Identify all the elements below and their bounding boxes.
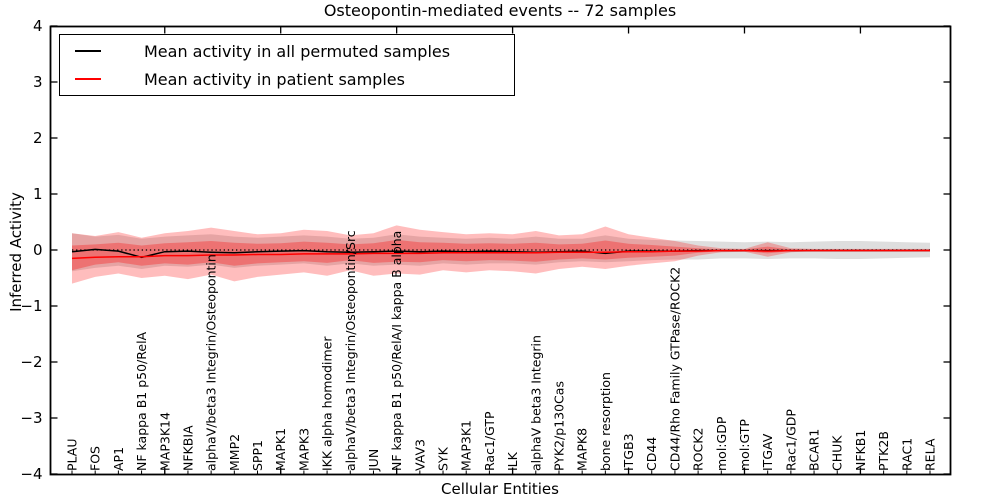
x-tick-label: alphaV/beta3 Integrin/Osteopontin <box>204 254 219 471</box>
x-tick-label: RELA <box>923 438 938 471</box>
x-tick-label: NF kappa B1 p50/RelA <box>134 331 149 471</box>
x-tick-label: ILK <box>505 451 520 471</box>
legend-label-patient: Mean activity in patient samples <box>144 69 405 89</box>
y-axis-label: Inferred Activity <box>7 192 25 312</box>
x-tick-label: FOS <box>88 446 103 471</box>
y-tick-label: −4 <box>20 465 42 483</box>
y-tick-label: −1 <box>20 297 42 315</box>
x-tick-label: MAPK1 <box>273 428 288 471</box>
x-tick-label: PYK2/p130Cas <box>552 381 567 471</box>
x-tick-label: mol:GDP <box>714 416 729 471</box>
x-tick-label: CD44 <box>644 437 659 471</box>
x-tick-label: VAV3 <box>412 439 427 471</box>
x-tick-label: Rac1/GDP <box>783 409 798 471</box>
x-tick-label: CD44/Rho Family GTPase/ROCK2 <box>667 267 682 471</box>
x-tick-label: MAP3K14 <box>157 412 172 471</box>
x-tick-label: bone resorption <box>598 372 613 471</box>
x-tick-label: MAP3K1 <box>459 420 474 471</box>
legend: Mean activity in all permuted samples Me… <box>59 34 515 96</box>
legend-line-patient-icon <box>75 78 101 80</box>
x-tick-label: NF kappa B1 p50/RelA/I kappa B alpha <box>389 231 404 471</box>
x-tick-label: MAPK3 <box>296 428 311 471</box>
x-tick-label: alphaV beta3 Integrin <box>528 335 543 471</box>
x-tick-label: PLAU <box>65 439 80 472</box>
x-tick-label: CHUK <box>830 435 845 471</box>
legend-label-permuted: Mean activity in all permuted samples <box>144 41 451 61</box>
y-tick-label: 3 <box>33 73 43 91</box>
x-tick-label: NFKBIA <box>180 425 195 471</box>
x-tick-label: NFKB1 <box>853 430 868 471</box>
x-tick-label: MMP2 <box>227 434 242 471</box>
y-tick-label: 1 <box>33 185 43 203</box>
chart-title: Osteopontin-mediated events -- 72 sample… <box>323 1 677 20</box>
y-tick-label: 2 <box>33 129 43 147</box>
x-tick-label: SPP1 <box>250 440 265 471</box>
y-tick-label: 4 <box>33 17 43 35</box>
series-line-patient <box>71 249 930 260</box>
legend-item-permuted: Mean activity in all permuted samples <box>60 37 514 65</box>
x-tick-label: AP1 <box>111 447 126 471</box>
x-tick-label: ITGAV <box>760 433 775 471</box>
x-tick-label: SYK <box>436 446 451 471</box>
x-tick-label: RAC1 <box>899 438 914 471</box>
y-tick-label: 0 <box>33 241 43 259</box>
x-tick-label: ITGB3 <box>621 433 636 471</box>
x-tick-label: MAPK8 <box>575 428 590 471</box>
legend-item-patient: Mean activity in patient samples <box>60 65 514 93</box>
patient-std-band-outer <box>72 225 930 284</box>
y-tick-label: −2 <box>20 353 42 371</box>
x-tick-label: Rac1/GTP <box>482 411 497 471</box>
x-tick-label: BCAR1 <box>807 429 822 471</box>
x-tick-label: PTK2B <box>876 431 891 471</box>
x-tick-label: IKK alpha homodimer <box>320 336 335 471</box>
x-tick-label: alphaV/beta3 Integrin/Osteopontin/Src <box>343 230 358 471</box>
legend-line-permuted-icon <box>75 50 101 52</box>
x-tick-label: mol:GTP <box>737 419 752 471</box>
x-tick-label: JUN <box>366 449 381 472</box>
x-tick-label: ROCK2 <box>691 428 706 471</box>
x-axis-label: Cellular Entities <box>441 480 559 498</box>
patient-std-band-inner <box>72 239 930 271</box>
y-tick-label: −3 <box>20 409 42 427</box>
